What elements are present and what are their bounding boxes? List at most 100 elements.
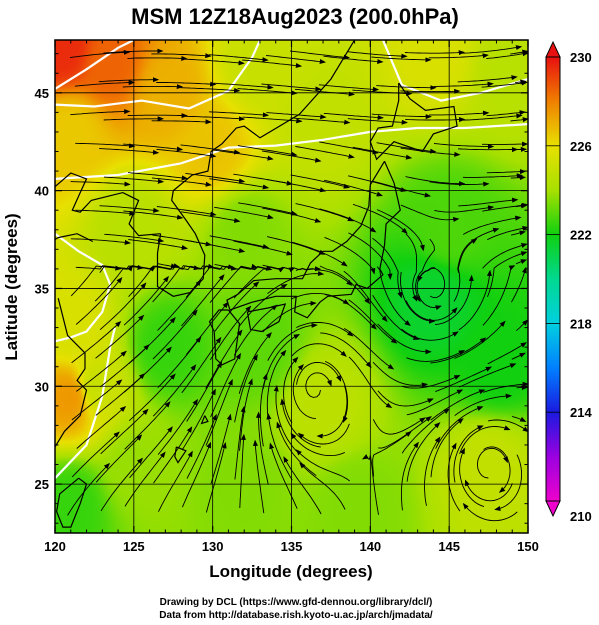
streamline xyxy=(424,436,441,506)
streamline xyxy=(152,364,197,417)
streamline xyxy=(156,206,217,217)
streamline xyxy=(376,209,425,252)
streamline xyxy=(291,343,347,357)
streamline xyxy=(75,209,136,216)
streamline xyxy=(266,413,293,481)
streamline xyxy=(320,332,372,368)
streamline xyxy=(266,55,327,65)
streamline xyxy=(262,300,317,333)
streamline xyxy=(488,419,528,433)
streamline xyxy=(316,385,348,439)
streamline xyxy=(214,281,260,332)
coastline xyxy=(226,160,401,319)
streamline xyxy=(209,305,252,361)
streamline xyxy=(76,350,127,392)
streamline xyxy=(156,81,217,87)
coastline xyxy=(55,298,88,448)
streamline xyxy=(123,263,180,270)
streamline xyxy=(481,80,528,88)
streamline xyxy=(453,238,478,302)
streamline xyxy=(205,378,233,446)
streamline xyxy=(401,328,459,341)
streamline xyxy=(482,265,516,326)
streamline xyxy=(239,433,246,509)
coastline xyxy=(200,415,209,425)
colorbar-tick-label: 218 xyxy=(570,316,592,331)
x-tick-label: 140 xyxy=(359,539,381,554)
streamline xyxy=(454,320,506,359)
streamline xyxy=(100,457,144,512)
streamline xyxy=(487,251,528,298)
streamline xyxy=(266,112,327,120)
streamline xyxy=(352,203,408,234)
streamline xyxy=(238,202,298,216)
streamline xyxy=(462,45,523,54)
y-tick-label: 25 xyxy=(35,477,49,492)
streamline xyxy=(123,210,184,220)
streamline xyxy=(67,462,111,516)
plot-area: 120 125 130 135 140 145 150 25 30 35 40 45 xyxy=(35,39,539,554)
streamline xyxy=(319,141,379,155)
streamline xyxy=(129,426,173,479)
streamline xyxy=(74,80,135,87)
x-tick-label: 120 xyxy=(44,539,66,554)
streamline xyxy=(70,238,132,245)
streamline xyxy=(153,426,193,484)
y-tick-label: 45 xyxy=(35,86,49,101)
streamline xyxy=(71,320,122,364)
streamline xyxy=(515,203,528,209)
streamline xyxy=(305,372,332,398)
streamline xyxy=(476,447,508,479)
streamline xyxy=(186,361,223,422)
streamline xyxy=(404,50,466,56)
streamline xyxy=(462,173,524,179)
streamline xyxy=(510,49,528,55)
streamline xyxy=(515,259,528,265)
streamline xyxy=(128,317,176,364)
coastline xyxy=(369,82,458,161)
streamline xyxy=(180,211,241,223)
streamline xyxy=(406,422,441,482)
streamline xyxy=(157,398,198,455)
streamline xyxy=(209,263,258,303)
colorbar-tick-label: 222 xyxy=(570,228,592,243)
streamline xyxy=(430,389,486,421)
streamline xyxy=(515,79,527,85)
streamline xyxy=(124,451,166,507)
streamline xyxy=(185,115,246,122)
streamline xyxy=(238,332,272,394)
coastline xyxy=(55,172,161,237)
streamline xyxy=(372,431,412,477)
streamline xyxy=(266,236,326,255)
streamline xyxy=(252,439,265,514)
streamline xyxy=(186,413,217,479)
x-axis-label: Longitude (degrees) xyxy=(209,562,372,581)
streamline xyxy=(290,241,348,267)
streamline xyxy=(319,265,371,305)
y-tick-label: 35 xyxy=(35,281,49,296)
streamline xyxy=(371,180,432,198)
streamline xyxy=(239,378,253,451)
streamline xyxy=(416,267,442,311)
streamline xyxy=(71,431,120,478)
streamline xyxy=(454,393,513,416)
coastline xyxy=(208,309,241,366)
streamline xyxy=(296,361,342,385)
coastline xyxy=(174,446,187,464)
contour-line xyxy=(55,232,112,343)
streamline xyxy=(405,233,418,302)
streamline xyxy=(181,388,216,451)
streamline xyxy=(347,118,408,125)
streamline xyxy=(185,264,235,298)
streamline xyxy=(343,328,395,370)
streamline xyxy=(181,274,225,327)
streamline xyxy=(213,149,274,161)
streamline xyxy=(371,113,432,120)
streamline xyxy=(400,271,436,324)
streamline xyxy=(122,84,184,90)
streamline xyxy=(415,238,435,303)
streamline xyxy=(266,349,287,418)
contour-line xyxy=(55,40,135,90)
streamline xyxy=(459,425,511,455)
